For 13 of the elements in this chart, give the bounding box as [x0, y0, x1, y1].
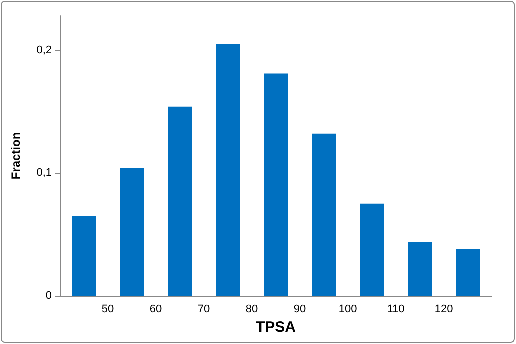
y-tick-label: 0 — [46, 290, 52, 302]
x-axis-title: TPSA — [256, 319, 296, 336]
x-tick-label: 100 — [338, 304, 358, 316]
x-tick-label: 110 — [387, 304, 405, 316]
y-axis-title: Fraction — [9, 132, 23, 180]
x-tick-label: 80 — [246, 304, 258, 316]
x-tick-label: 70 — [198, 304, 210, 316]
x-tick-label: 50 — [102, 304, 114, 316]
y-tick-label: 0,2 — [36, 44, 52, 56]
x-tick-label: 90 — [294, 304, 306, 316]
x-tick-label: 60 — [150, 304, 162, 316]
y-tick-label: 0,1 — [36, 167, 52, 180]
x-tick-label: 120 — [434, 304, 454, 316]
